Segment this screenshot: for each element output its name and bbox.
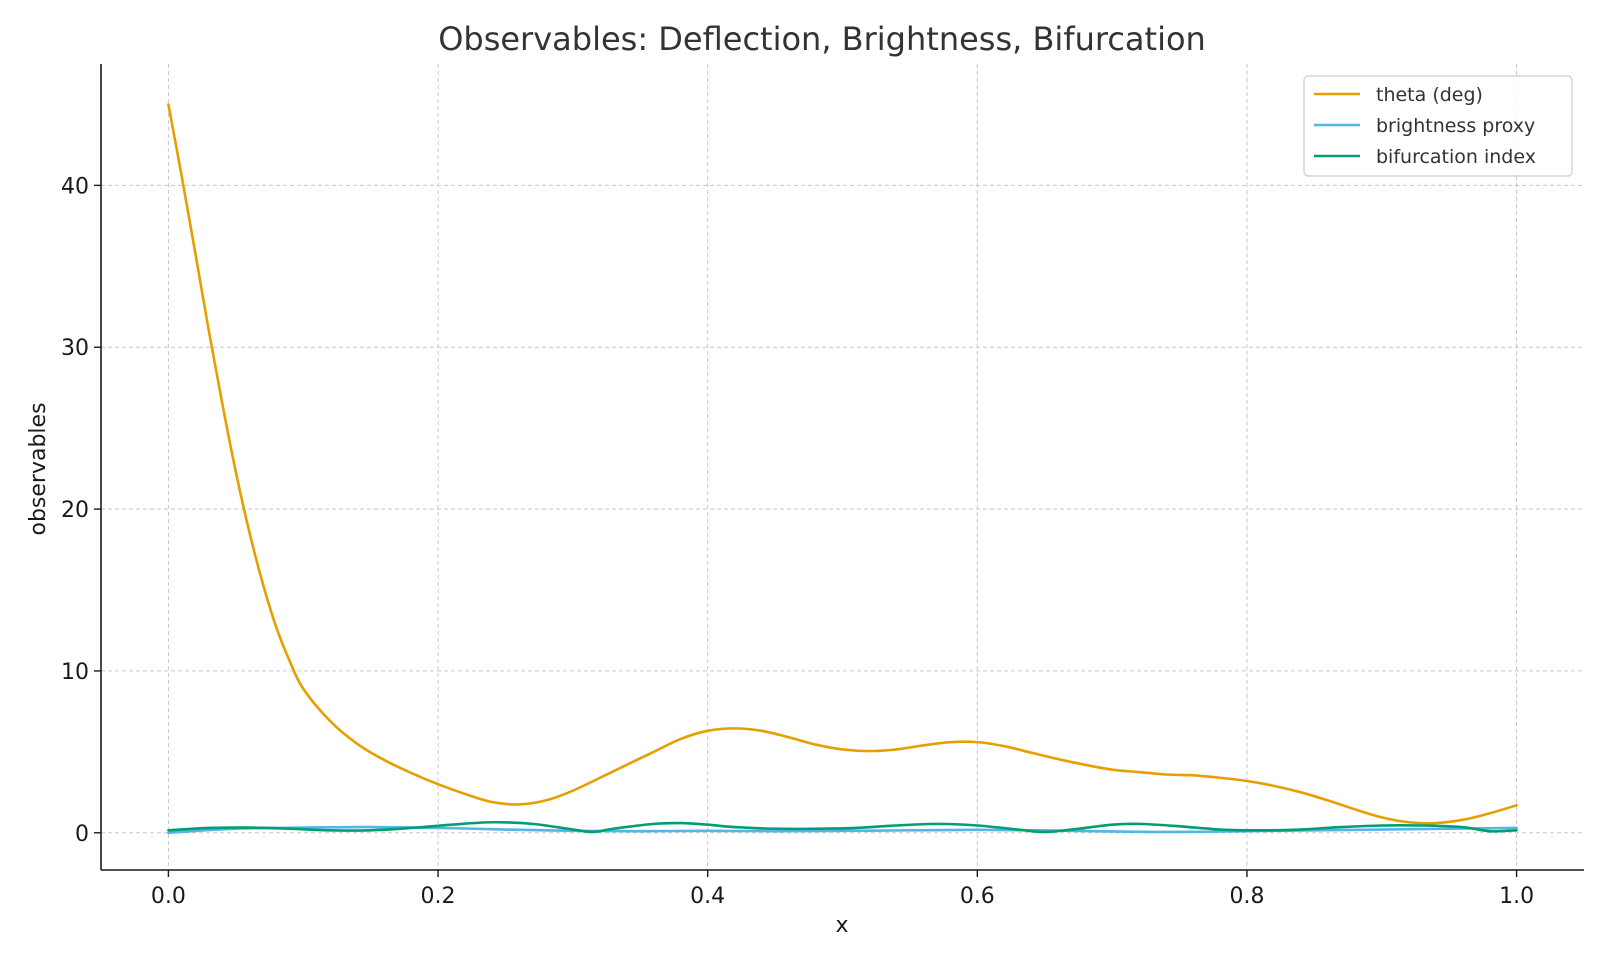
x-tick-label: 1.0 <box>1499 884 1534 909</box>
legend-box <box>1303 75 1573 177</box>
y-tick-label: 10 <box>61 660 89 685</box>
gridlines <box>101 64 1584 870</box>
x-tick-label: 0.2 <box>421 884 456 909</box>
x-tick-label: 0.6 <box>960 884 995 909</box>
legend-label: bifurcation index <box>1376 146 1536 168</box>
legend-label: theta (deg) <box>1376 84 1483 106</box>
legend: theta (deg) brightness proxy bifurcation i… <box>1303 75 1573 177</box>
legend-label: brightness proxy <box>1376 115 1535 137</box>
x-tick-label: 0.0 <box>151 884 186 909</box>
x-ticks: 0.0 0.2 0.4 0.6 0.8 1.0 <box>151 870 1534 909</box>
x-axis-label: x <box>835 913 848 938</box>
series-lines <box>167 103 1518 835</box>
y-tick-label: 0 <box>75 822 89 847</box>
x-tick-label: 0.4 <box>690 884 725 909</box>
y-tick-label: 40 <box>61 174 89 199</box>
axes <box>100 64 1584 871</box>
y-tick-label: 20 <box>61 498 89 523</box>
y-ticks: 0 10 20 30 40 <box>61 174 101 847</box>
series-line-theta-deg <box>167 103 1518 825</box>
x-tick-label: 0.8 <box>1229 884 1264 909</box>
y-axis-label: observables <box>26 402 51 535</box>
y-tick-label: 30 <box>61 336 89 361</box>
series-line-bifurcation-index <box>167 820 1518 834</box>
chart-title: Observables: Deflection, Brightness, Bif… <box>438 20 1206 58</box>
